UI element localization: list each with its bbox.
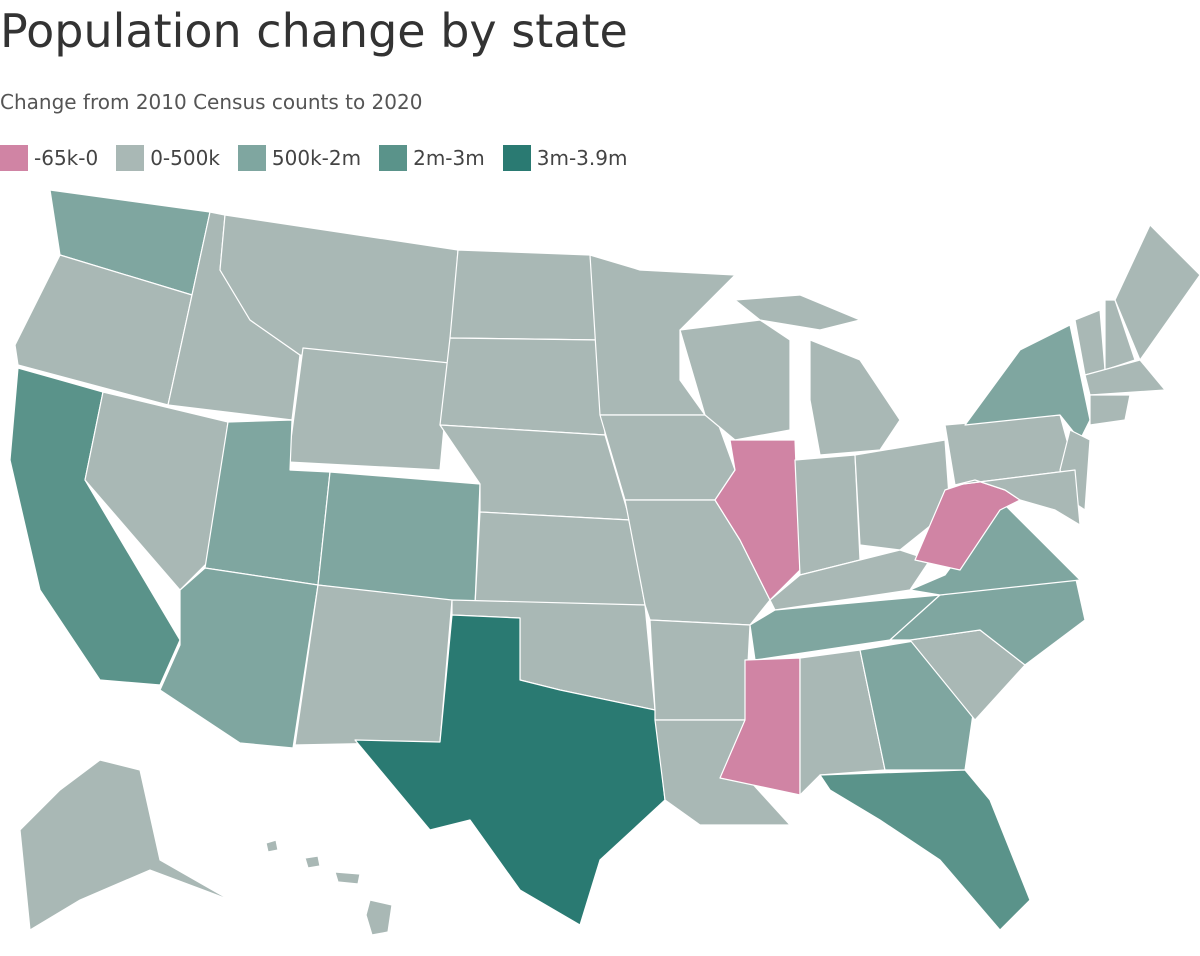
state-region [809,339,901,456]
state-region [14,254,193,406]
state-region [287,347,451,471]
state-region [449,249,601,341]
legend-item: 500k-2m [237,145,362,171]
legend-item: -65k-0 [0,145,98,171]
state-region [1089,394,1131,426]
state-region [474,511,646,606]
state-region [649,619,751,721]
state-region [799,649,886,796]
state-region [769,549,931,611]
state-region [439,337,606,436]
state-region [304,855,321,869]
state-region [954,469,1081,526]
state-region [1104,299,1136,371]
state-region [334,871,361,885]
legend-label: -65k-0 [34,146,99,170]
legend-label: 2m-3m [413,146,485,170]
legend: -65k-0 0-500k 500k-2m 2m-3m 3m-3.9m [0,145,627,171]
legend-swatch [379,145,408,171]
legend-swatch [502,145,531,171]
state-region [909,499,1081,596]
legend-label: 0-500k [150,146,220,170]
state-region [294,584,453,746]
legend-label: 500k-2m [271,146,362,170]
state-region [84,391,229,591]
legend-item: 2m-3m [379,145,485,171]
title: Population change by state [0,4,628,58]
legend-swatch [237,145,266,171]
legend-item: 0-500k [116,145,220,171]
state-region [19,759,231,931]
legend-swatch [0,145,28,171]
state-region [719,657,801,796]
state-region [317,471,481,606]
state-region [365,899,393,936]
legend-swatch [116,145,145,171]
subtitle: Change from 2010 Census counts to 2020 [0,90,423,114]
state-region [794,454,861,576]
state-region [265,839,279,853]
state-region [1114,224,1200,361]
legend-label: 3m-3.9m [536,146,628,170]
state-region [1084,359,1166,396]
legend-item: 3m-3.9m [502,145,628,171]
state-region [1074,309,1106,376]
state-region [734,294,861,331]
state-region [159,567,319,749]
state-region [854,439,951,551]
state-region [819,769,1031,931]
state-region [354,614,666,926]
